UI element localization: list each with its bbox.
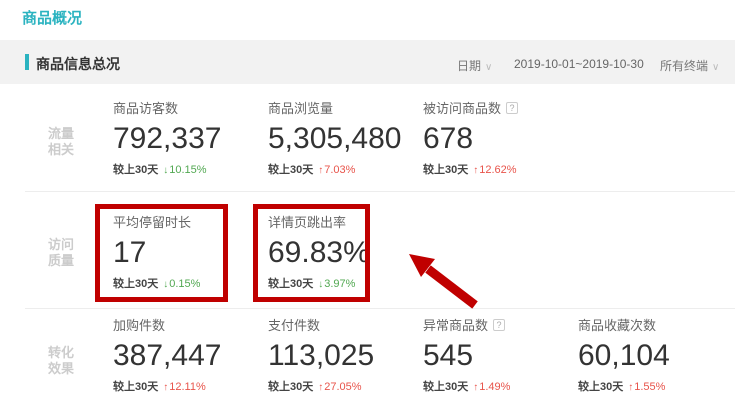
trend-percent: 1.55% xyxy=(634,381,666,393)
arrow-up-icon: ↑ xyxy=(473,382,479,393)
trend-percent: 12.11% xyxy=(169,381,206,393)
metric-value: 792,337 xyxy=(113,122,222,155)
section-header-bar xyxy=(0,40,735,84)
group-label-visit-quality: 访问质量 xyxy=(48,237,75,268)
metric-value: 678 xyxy=(423,122,474,155)
compare-label: 较上30天 xyxy=(268,164,314,176)
page-title: 商品概况 xyxy=(22,10,83,27)
trend-up-indicator: ↑1.49% xyxy=(473,381,510,393)
metric-value: 387,447 xyxy=(113,339,222,372)
metric-label: 被访问商品数? xyxy=(423,100,573,118)
metric-label: 详情页跳出率 xyxy=(268,215,347,230)
metric-label: 商品访客数 xyxy=(113,101,179,116)
trend-percent: 0.15% xyxy=(169,278,201,290)
trend-up-indicator: ↑12.62% xyxy=(473,164,516,176)
help-icon[interactable]: ? xyxy=(493,319,506,331)
compare-label: 较上30天 xyxy=(423,381,469,393)
terminal-filter-label: 所有终端 xyxy=(660,59,709,73)
arrow-up-icon: ↑ xyxy=(318,165,324,176)
trend-down-indicator: ↓10.15% xyxy=(163,164,206,176)
trend-percent: 7.03% xyxy=(324,164,356,176)
metric-label: 平均停留时长 xyxy=(113,215,192,230)
metric-product-pageviews: 商品浏览量 5,305,480 较上30天 ↑7.03% xyxy=(268,100,418,178)
compare-label: 较上30天 xyxy=(113,278,159,290)
metric-product-visitors: 商品访客数 792,337 较上30天 ↓10.15% xyxy=(113,100,263,178)
trend-percent: 10.15% xyxy=(169,164,207,176)
trend-up-indicator: ↑1.55% xyxy=(628,381,665,393)
arrow-up-icon: ↑ xyxy=(318,382,324,393)
row-divider xyxy=(25,191,735,192)
trend-percent: 27.05% xyxy=(324,381,362,393)
compare-label: 较上30天 xyxy=(423,164,469,176)
metric-value: 5,305,480 xyxy=(268,122,402,155)
metric-product-favorites: 商品收藏次数 60,104 较上30天 ↑1.55% xyxy=(578,317,728,395)
metric-value: 69.83% xyxy=(268,236,370,269)
arrow-down-icon: ↓ xyxy=(318,279,324,290)
metric-label: 加购件数 xyxy=(113,318,166,333)
arrow-up-icon: ↑ xyxy=(473,165,479,176)
date-filter-dropdown[interactable]: 日期 ∨ xyxy=(457,57,492,74)
compare-label: 较上30天 xyxy=(113,164,159,176)
compare-label: 较上30天 xyxy=(268,278,314,290)
arrow-down-icon: ↓ xyxy=(163,165,169,176)
metric-visited-products: 被访问商品数? 678 较上30天 ↑12.62% xyxy=(423,100,573,178)
trend-up-indicator: ↑27.05% xyxy=(318,381,361,393)
chevron-down-icon: ∨ xyxy=(485,62,493,73)
metric-value: 60,104 xyxy=(578,339,670,372)
metric-value: 113,025 xyxy=(268,339,375,372)
date-filter-label: 日期 xyxy=(457,59,482,73)
metric-value: 17 xyxy=(113,236,147,269)
trend-percent: 3.97% xyxy=(324,278,356,290)
group-label-traffic: 流量相关 xyxy=(48,126,75,157)
compare-label: 较上30天 xyxy=(268,381,314,393)
arrow-up-icon: ↑ xyxy=(163,382,169,393)
metric-paid-items: 支付件数 113,025 较上30天 ↑27.05% xyxy=(268,317,418,395)
metric-detail-bounce-rate: 详情页跳出率 69.83% 较上30天 ↓3.97% xyxy=(268,214,418,292)
section-accent-bar xyxy=(25,54,29,70)
arrow-up-icon: ↑ xyxy=(628,382,634,393)
date-range-value[interactable]: 2019-10-01~2019-10-30 xyxy=(514,57,644,71)
metric-label: 商品收藏次数 xyxy=(578,318,657,333)
trend-percent: 1.49% xyxy=(479,381,511,393)
trend-up-indicator: ↑7.03% xyxy=(318,164,355,176)
metric-label: 支付件数 xyxy=(268,318,321,333)
group-label-conversion: 转化效果 xyxy=(48,345,75,376)
metric-avg-stay-duration: 平均停留时长 17 较上30天 ↓0.15% xyxy=(113,214,263,292)
trend-down-indicator: ↓3.97% xyxy=(318,278,355,290)
metric-abnormal-products: 异常商品数? 545 较上30天 ↑1.49% xyxy=(423,317,573,395)
metric-label: 商品浏览量 xyxy=(268,101,334,116)
arrow-down-icon: ↓ xyxy=(163,279,169,290)
trend-percent: 12.62% xyxy=(479,164,517,176)
compare-label: 较上30天 xyxy=(578,381,624,393)
trend-up-indicator: ↑12.11% xyxy=(163,381,206,393)
chevron-down-icon: ∨ xyxy=(712,62,720,73)
section-title: 商品信息总况 xyxy=(36,56,120,72)
help-icon[interactable]: ? xyxy=(506,102,519,114)
terminal-filter-dropdown[interactable]: 所有终端 ∨ xyxy=(660,57,719,74)
metric-value: 545 xyxy=(423,339,474,372)
trend-down-indicator: ↓0.15% xyxy=(163,278,200,290)
compare-label: 较上30天 xyxy=(113,381,159,393)
metric-label: 异常商品数? xyxy=(423,317,573,335)
metric-add-to-cart: 加购件数 387,447 较上30天 ↑12.11% xyxy=(113,317,263,395)
row-divider xyxy=(25,308,735,309)
